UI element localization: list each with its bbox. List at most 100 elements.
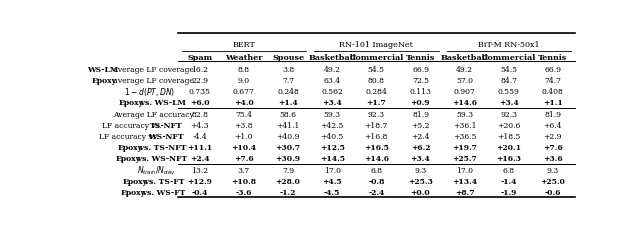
Text: $1 - d(PT, DN)$: $1 - d(PT, DN)$ [124,86,175,98]
Text: +2.4: +2.4 [412,132,429,140]
Text: +25.0: +25.0 [541,177,565,185]
Text: +1.0: +1.0 [235,132,253,140]
Text: +20.1: +20.1 [496,144,522,152]
Text: 75.4: 75.4 [236,110,252,118]
Text: -4.5: -4.5 [324,188,340,196]
Text: Epoxy: Epoxy [123,177,148,185]
Text: +1.1: +1.1 [543,99,563,107]
Text: +16.5: +16.5 [364,144,388,152]
Text: +1.7: +1.7 [367,99,386,107]
Text: +13.4: +13.4 [452,177,477,185]
Text: 58.6: 58.6 [280,110,296,118]
Text: +25.7: +25.7 [452,155,477,163]
Text: LF accuracy vs.: LF accuracy vs. [102,121,164,129]
Text: 17.0: 17.0 [324,166,340,174]
Text: Epoxy: Epoxy [115,155,140,163]
Text: +30.7: +30.7 [275,144,301,152]
Text: WS-NFT: WS-NFT [148,132,183,140]
Text: BERT: BERT [232,41,255,49]
Text: Epoxy: Epoxy [119,99,144,107]
Text: 82.8: 82.8 [191,110,208,118]
Text: +12.9: +12.9 [188,177,212,185]
Text: +4.0: +4.0 [234,99,254,107]
Text: +14.6: +14.6 [364,155,389,163]
Text: 57.0: 57.0 [456,77,473,85]
Text: 6.8: 6.8 [503,166,515,174]
Text: -0.4: -0.4 [191,188,208,196]
Text: -2.4: -2.4 [368,188,385,196]
Text: +4.3: +4.3 [191,121,209,129]
Text: 72.5: 72.5 [412,77,429,85]
Text: 80.8: 80.8 [368,77,385,85]
Text: +7.6: +7.6 [234,155,253,163]
Text: 3.8: 3.8 [282,65,294,74]
Text: +11.1: +11.1 [188,144,212,152]
Text: 84.7: 84.7 [500,77,517,85]
Text: Epoxy: Epoxy [92,77,116,85]
Text: 92.3: 92.3 [500,110,517,118]
Text: 22.9: 22.9 [191,77,208,85]
Text: +14.6: +14.6 [452,99,477,107]
Text: +10.8: +10.8 [232,177,257,185]
Text: -1.9: -1.9 [500,188,517,196]
Text: 0.559: 0.559 [498,88,520,96]
Text: vs. TS-NFT: vs. TS-NFT [137,144,186,152]
Text: 7.9: 7.9 [282,166,294,174]
Text: +1.4: +1.4 [278,99,298,107]
Text: Commercial: Commercial [349,54,403,61]
Text: -0.6: -0.6 [545,188,561,196]
Text: +41.1: +41.1 [276,121,300,129]
Text: 9.3: 9.3 [414,166,427,174]
Text: +16.3: +16.3 [496,155,522,163]
Text: Spouse: Spouse [272,54,304,61]
Text: 9.3: 9.3 [547,166,559,174]
Text: Basketball: Basketball [441,54,488,61]
Text: +12.5: +12.5 [320,144,345,152]
Text: 66.9: 66.9 [545,65,561,74]
Text: +10.4: +10.4 [232,144,257,152]
Text: 3.7: 3.7 [238,166,250,174]
Text: 0.907: 0.907 [454,88,476,96]
Text: +8.7: +8.7 [455,188,474,196]
Text: Basketball: Basketball [308,54,356,61]
Text: +4.5: +4.5 [323,177,342,185]
Text: 6.8: 6.8 [371,166,383,174]
Text: -1.4: -1.4 [500,177,517,185]
Text: +2.4: +2.4 [190,155,209,163]
Text: +36.5: +36.5 [453,132,476,140]
Text: 54.5: 54.5 [500,65,517,74]
Text: 81.9: 81.9 [412,110,429,118]
Text: 0.113: 0.113 [410,88,431,96]
Text: Spam: Spam [188,54,212,61]
Text: +0.0: +0.0 [411,188,430,196]
Text: average LF coverage: average LF coverage [111,77,194,85]
Text: +18.7: +18.7 [365,121,388,129]
Text: +0.9: +0.9 [411,99,430,107]
Text: 63.4: 63.4 [324,77,340,85]
Text: +3.8: +3.8 [235,121,253,129]
Text: 8.8: 8.8 [238,65,250,74]
Text: +14.5: +14.5 [320,155,345,163]
Text: +40.9: +40.9 [276,132,300,140]
Text: Average LF accuracy: Average LF accuracy [113,110,193,118]
Text: 13.2: 13.2 [191,166,209,174]
Text: Weather: Weather [225,54,262,61]
Text: +6.2: +6.2 [411,144,430,152]
Text: +30.9: +30.9 [276,155,301,163]
Text: average LF coverage: average LF coverage [111,65,194,74]
Text: 66.9: 66.9 [412,65,429,74]
Text: -1.2: -1.2 [280,188,296,196]
Text: 0.677: 0.677 [233,88,255,96]
Text: vs. WS-FT: vs. WS-FT [140,188,186,196]
Text: +25.3: +25.3 [408,177,433,185]
Text: 17.0: 17.0 [456,166,473,174]
Text: +19.7: +19.7 [452,144,477,152]
Text: +7.6: +7.6 [543,144,563,152]
Text: $N_{train}/N_{dev}$: $N_{train}/N_{dev}$ [137,164,175,176]
Text: +28.0: +28.0 [276,177,301,185]
Text: +2.9: +2.9 [544,132,562,140]
Text: +3.6: +3.6 [543,155,563,163]
Text: 0.284: 0.284 [365,88,387,96]
Text: 74.7: 74.7 [545,77,561,85]
Text: 49.2: 49.2 [456,65,473,74]
